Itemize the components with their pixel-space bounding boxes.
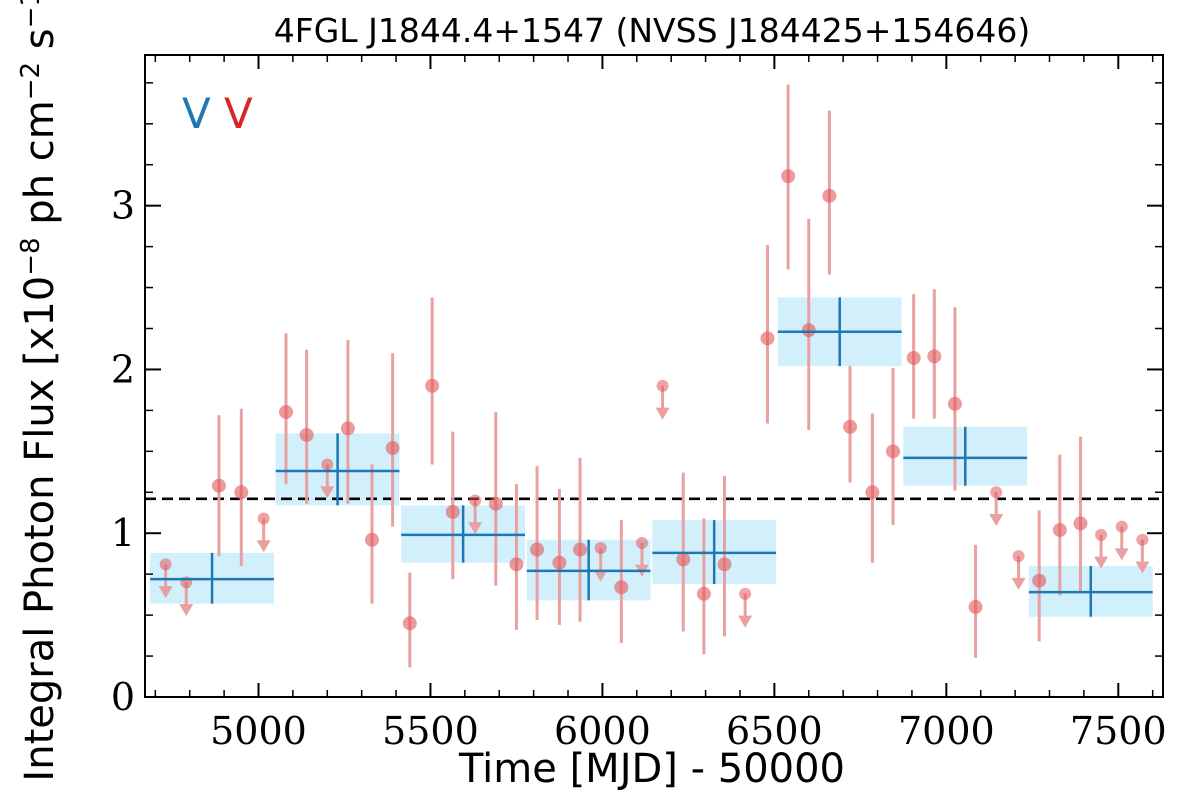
flux-point xyxy=(1052,522,1067,537)
plot-clipped-group xyxy=(145,84,1163,668)
upper-limit-arrow xyxy=(158,586,173,599)
x-tick-label: 7000 xyxy=(898,709,995,753)
x-tick-label: 5000 xyxy=(210,709,307,753)
upper-limit-arrow xyxy=(179,604,194,617)
upper-limit-point xyxy=(159,558,172,571)
flux-point xyxy=(760,331,775,346)
y-tick-label: 3 xyxy=(111,184,135,228)
flux-point xyxy=(299,427,314,442)
upper-limit-point xyxy=(321,458,334,471)
flux-point xyxy=(676,552,691,567)
y-tick-label: 2 xyxy=(111,347,135,391)
flux-point xyxy=(552,555,567,570)
flux-point xyxy=(968,599,983,614)
upper-limit-point xyxy=(739,587,752,600)
flux-point xyxy=(573,542,588,557)
upper-limit-arrow xyxy=(1011,577,1026,590)
upper-limit-point xyxy=(635,537,648,550)
x-tick-label: 6000 xyxy=(554,709,651,753)
chart-title: 4FGL J1844.4+1547 (NVSS J184425+154646) xyxy=(274,11,1030,50)
y-tick-label: 0 xyxy=(111,675,135,719)
flux-point xyxy=(822,188,837,203)
upper-limit-arrow xyxy=(1094,556,1109,569)
y-axis-label: Integral Photon Flux [x10−8 ph cm−2 s−1] xyxy=(16,0,63,782)
flux-point xyxy=(445,504,460,519)
flux-point xyxy=(927,349,942,364)
axes: 5000 5500 6000 6500 7000 7500 0 1 2 3 xyxy=(111,54,1167,753)
flux-point xyxy=(614,580,629,595)
plot-frame xyxy=(144,54,1164,698)
y-tick-label: 1 xyxy=(111,511,135,555)
flux-point xyxy=(1073,516,1088,531)
x-axis-label: Time [MJD] - 50000 xyxy=(458,746,845,792)
upper-limit-arrow xyxy=(738,615,753,628)
upper-limit-arrow xyxy=(468,522,483,535)
upper-limit-point xyxy=(656,379,669,392)
upper-limit-point xyxy=(1136,533,1149,546)
upper-limit-arrow xyxy=(256,540,271,553)
upper-limit-arrow xyxy=(655,407,670,420)
flux-point xyxy=(509,557,524,572)
legend-entry-1: V xyxy=(182,89,211,138)
flux-point xyxy=(340,421,355,436)
flux-point xyxy=(801,323,816,338)
flux-point xyxy=(865,485,880,500)
x-tick-label: 5500 xyxy=(382,709,479,753)
flux-point xyxy=(886,444,901,459)
plot-area xyxy=(145,84,1163,668)
flux-point xyxy=(488,496,503,511)
flux-point xyxy=(364,532,379,547)
upper-limit-arrow xyxy=(1114,548,1129,561)
flux-point xyxy=(781,169,796,184)
upper-limit-point xyxy=(469,494,482,507)
flux-point xyxy=(843,419,858,434)
upper-limit-arrow xyxy=(320,486,335,499)
upper-limit-point xyxy=(990,486,1003,499)
flux-point xyxy=(696,586,711,601)
upper-limit-point xyxy=(1115,520,1128,533)
flux-point xyxy=(279,405,294,420)
x-tick-label: 6500 xyxy=(726,709,823,753)
upper-limit-point xyxy=(1012,550,1025,563)
flux-point xyxy=(906,350,921,365)
flux-point xyxy=(234,485,249,500)
legend-entry-2: V xyxy=(224,89,253,138)
flux-point xyxy=(1032,573,1047,588)
upper-limit-arrow xyxy=(989,514,1004,527)
flux-point xyxy=(402,616,417,631)
upper-limit-point xyxy=(257,512,270,525)
flux-point xyxy=(530,542,545,557)
upper-limit-arrow xyxy=(1135,561,1150,574)
flux-point xyxy=(717,557,732,572)
flux-point xyxy=(947,396,962,411)
flux-point xyxy=(425,378,440,393)
upper-limit-arrow xyxy=(593,569,608,582)
x-tick-label: 7500 xyxy=(1070,709,1167,753)
upper-limit-point xyxy=(594,541,607,554)
flux-point xyxy=(211,478,226,493)
flux-point xyxy=(385,441,400,456)
upper-limit-point xyxy=(1095,528,1108,541)
